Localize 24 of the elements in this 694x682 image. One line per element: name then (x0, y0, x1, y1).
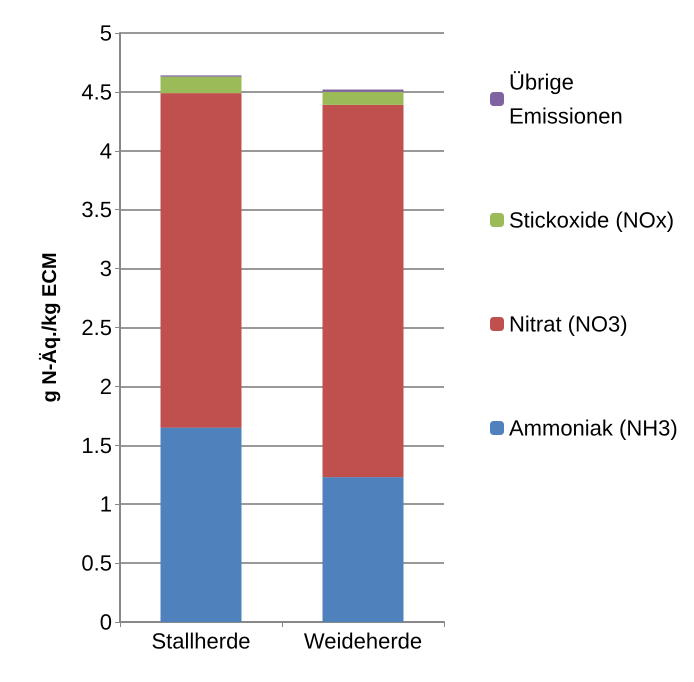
y-tick-label: 2 (100, 374, 112, 399)
bar (160, 428, 242, 622)
y-tick-label: 4 (100, 138, 112, 164)
y-tick-label: 4.5 (81, 79, 112, 104)
x-tick-label: Weideherde (304, 628, 422, 654)
y-tick-label: 1.5 (81, 432, 112, 458)
y-tick-label: 1 (100, 492, 112, 517)
bar (160, 76, 242, 94)
y-tick-label: 0.5 (81, 550, 112, 576)
y-tick-label: 5 (100, 20, 112, 46)
bar (322, 92, 404, 105)
y-tick-label: 3 (100, 256, 112, 282)
legend-label: Nitrat (NO3) (509, 312, 628, 336)
x-tick-label: Stallherde (151, 628, 251, 654)
bar (160, 93, 242, 428)
legend-label: Übrige Emissionen (509, 70, 623, 128)
bar (322, 104, 404, 478)
y-tick-label: 2.5 (81, 315, 112, 340)
legend-label: Ammoniak (NH3) (509, 416, 678, 440)
y-tick-label: 3.5 (81, 197, 112, 222)
legend-label: Stickoxide (NOx) (509, 208, 674, 232)
y-axis-title: g N-Äq./kg ECM (38, 252, 61, 402)
y-tick-label: 0 (100, 610, 112, 634)
bar (322, 477, 404, 622)
